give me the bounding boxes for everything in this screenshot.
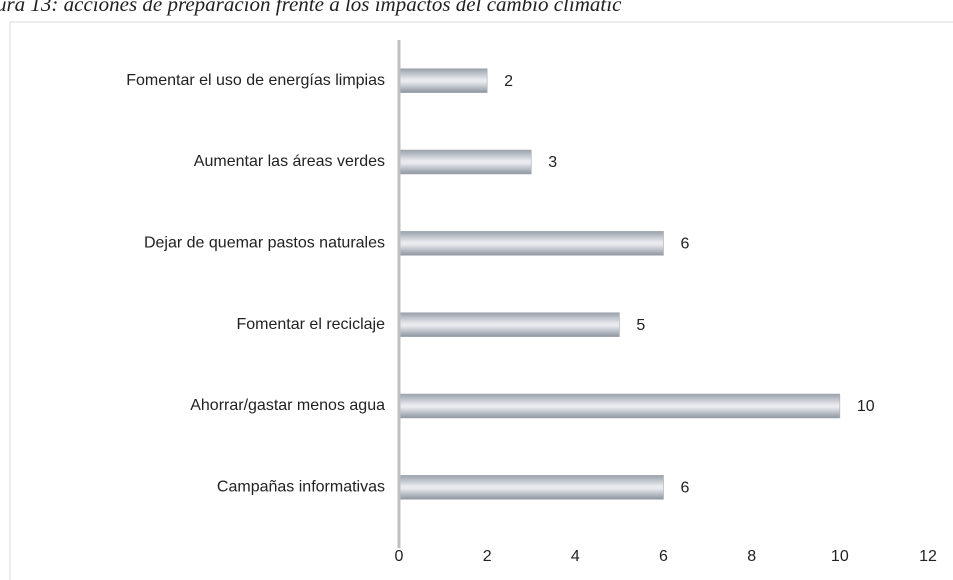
x-tick-label: 8 bbox=[747, 548, 756, 565]
bar bbox=[398, 475, 664, 500]
bar bbox=[398, 68, 488, 93]
y-tick-label: Dejar de quemar pastos naturales bbox=[144, 235, 385, 252]
y-tick-label: Aumentar las áreas verdes bbox=[194, 153, 385, 170]
x-tick-label: 4 bbox=[571, 548, 580, 565]
chart-title: ura 13: acciones de preparación frente a… bbox=[0, 0, 622, 16]
data-label: 6 bbox=[681, 236, 690, 253]
data-label: 5 bbox=[636, 317, 645, 334]
y-tick-label: Fomentar el uso de energías limpias bbox=[126, 72, 385, 89]
x-tick-label: 6 bbox=[659, 548, 668, 565]
y-tick-label: Ahorrar/gastar menos agua bbox=[190, 397, 385, 414]
data-label: 10 bbox=[857, 398, 875, 415]
data-label: 3 bbox=[548, 154, 557, 171]
bar bbox=[398, 231, 664, 256]
y-tick-label: Fomentar el reciclaje bbox=[237, 316, 386, 333]
data-label: 6 bbox=[681, 480, 690, 497]
y-tick-label: Campañas informativas bbox=[217, 479, 385, 496]
x-tick-label: 2 bbox=[483, 548, 492, 565]
bar bbox=[398, 149, 532, 175]
x-tick-label: 12 bbox=[919, 548, 937, 565]
chart-frame bbox=[9, 21, 953, 580]
x-tick-label: 10 bbox=[831, 548, 849, 565]
bar bbox=[398, 312, 620, 337]
bar bbox=[398, 393, 841, 419]
data-label: 2 bbox=[504, 73, 513, 90]
x-tick-label: 0 bbox=[395, 548, 404, 565]
